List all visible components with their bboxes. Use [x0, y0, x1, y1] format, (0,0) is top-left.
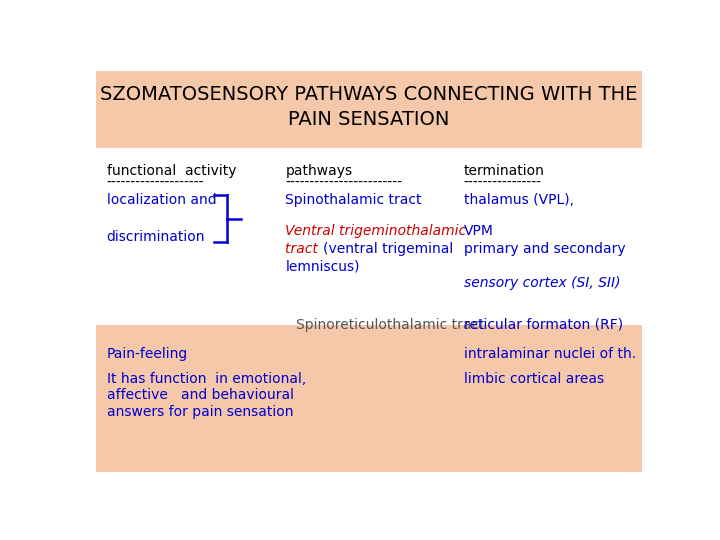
Text: ----------------: ----------------	[464, 176, 542, 190]
Text: --------------------: --------------------	[107, 176, 204, 190]
Text: ------------------------: ------------------------	[285, 176, 402, 190]
Text: thalamus (VPL),: thalamus (VPL),	[464, 193, 574, 207]
Text: Spinothalamic tract: Spinothalamic tract	[285, 193, 422, 207]
FancyBboxPatch shape	[96, 325, 642, 472]
Text: intralaminar nuclei of th.: intralaminar nuclei of th.	[464, 347, 636, 361]
Text: primary and secondary: primary and secondary	[464, 241, 626, 255]
Text: answers for pain sensation: answers for pain sensation	[107, 405, 293, 419]
Text: lemniscus): lemniscus)	[285, 259, 360, 273]
Text: localization and: localization and	[107, 193, 217, 207]
FancyBboxPatch shape	[96, 71, 642, 148]
Text: VPM: VPM	[464, 224, 494, 238]
Text: pathways: pathways	[285, 164, 352, 178]
Text: Spinoreticulothalamic tract: Spinoreticulothalamic tract	[297, 318, 485, 332]
Text: termination: termination	[464, 164, 545, 178]
Text: tract: tract	[285, 241, 323, 255]
Text: Pain-feeling: Pain-feeling	[107, 347, 188, 361]
Text: It has function  in emotional,: It has function in emotional,	[107, 372, 306, 386]
Text: sensory cortex (SI, SII): sensory cortex (SI, SII)	[464, 276, 621, 290]
Text: SZOMATOSENSORY PATHWAYS CONNECTING WITH THE: SZOMATOSENSORY PATHWAYS CONNECTING WITH …	[100, 85, 638, 104]
Text: PAIN SENSATION: PAIN SENSATION	[288, 110, 450, 129]
Text: reticular formaton (RF): reticular formaton (RF)	[464, 318, 623, 332]
Text: functional  activity: functional activity	[107, 164, 236, 178]
Text: Ventral trigeminothalamic: Ventral trigeminothalamic	[285, 224, 467, 238]
Text: limbic cortical areas: limbic cortical areas	[464, 372, 604, 386]
Text: discrimination: discrimination	[107, 231, 205, 245]
Text: (ventral trigeminal: (ventral trigeminal	[323, 241, 454, 255]
Text: affective   and behavioural: affective and behavioural	[107, 388, 294, 402]
